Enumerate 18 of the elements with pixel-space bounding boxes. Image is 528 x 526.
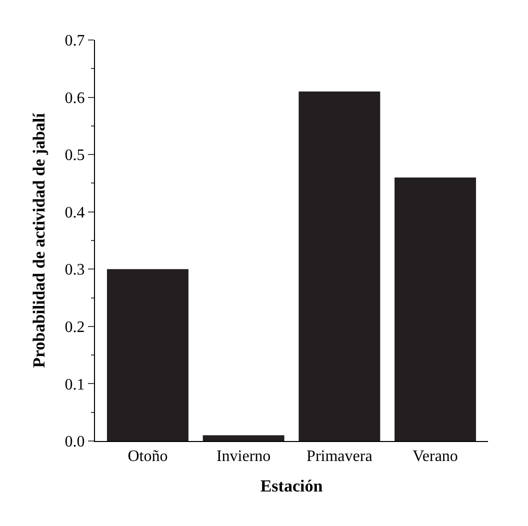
bar [298, 92, 380, 441]
x-tick-label: Verano [412, 448, 458, 466]
bar [394, 177, 476, 441]
y-tick-label: 0.6 [64, 90, 85, 107]
y-tick-label: 0.0 [64, 434, 85, 451]
bar [202, 435, 284, 441]
x-tick-label: Primavera [306, 448, 372, 466]
x-axis-title: Estación [260, 476, 324, 496]
bar [106, 269, 188, 441]
x-tick-label: Invierno [216, 448, 271, 466]
y-tick-label: 0.4 [64, 204, 85, 222]
y-tick-label: 0.7 [64, 32, 85, 50]
x-tick-label: Otoño [128, 448, 168, 466]
y-tick-label: 0.1 [64, 376, 85, 394]
y-tick-label: 0.3 [64, 262, 85, 279]
y-axis-title: Probabilidad de actividad de jabalí [29, 112, 48, 368]
y-tick-label: 0.5 [64, 147, 85, 164]
y-tick-label: 0.2 [64, 319, 85, 336]
